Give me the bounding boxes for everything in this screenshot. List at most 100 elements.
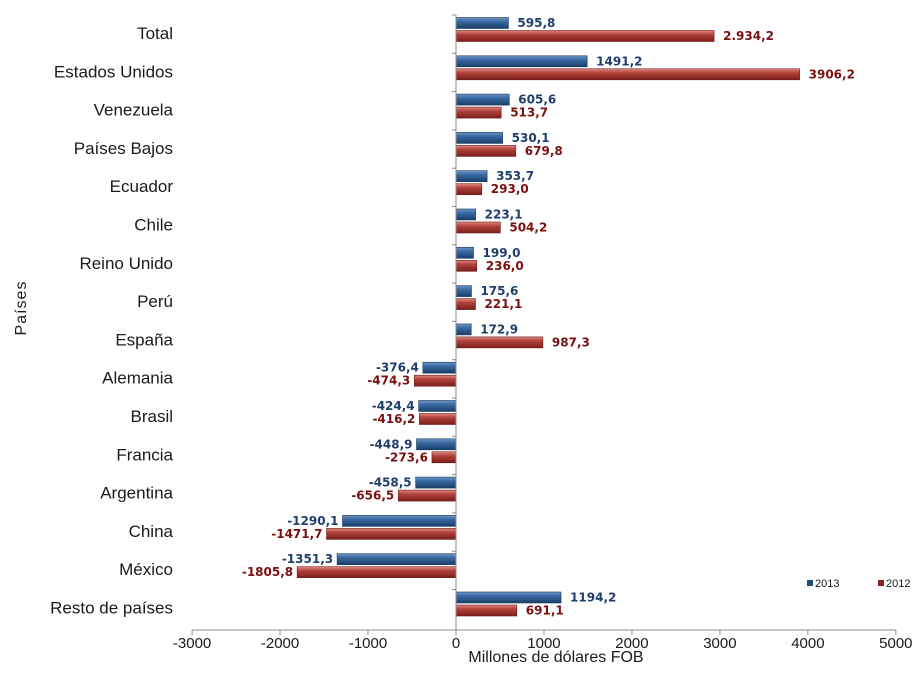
data-label-2012: 3906,2 — [809, 67, 855, 81]
legend: 2013 2012 — [807, 578, 910, 590]
bar-2012 — [455, 68, 800, 81]
category-label: Resto de países — [50, 599, 173, 618]
bar-2012 — [431, 451, 457, 464]
bar-2013 — [455, 17, 509, 29]
data-label-2012: 236,0 — [486, 259, 524, 273]
bar-2012 — [455, 106, 502, 119]
bar-2013 — [422, 361, 457, 374]
category-label: Venezuela — [94, 101, 174, 120]
bar-2012 — [455, 145, 517, 157]
data-label-2012: 2.934,2 — [723, 29, 774, 43]
bar-2013 — [336, 553, 457, 566]
category-label: México — [119, 560, 173, 579]
legend-label-2012: 2012 — [886, 578, 910, 590]
x-tick-label: 1000 — [527, 635, 560, 652]
bar-2012 — [326, 528, 457, 540]
series-2013-bars — [336, 17, 588, 604]
bar-2012 — [455, 298, 476, 310]
data-label-2013: 353,7 — [496, 169, 534, 183]
data-label-2013: 175,6 — [480, 284, 518, 298]
data-label-2012: 221,1 — [484, 297, 522, 311]
bar-2013 — [455, 55, 588, 68]
data-label-2013: -424,4 — [372, 399, 415, 413]
x-axis-ticks: -3000 -2000 -1000 0 1000 2000 3000 4000 5000 — [173, 630, 913, 652]
data-label-2013: -376,4 — [376, 361, 419, 375]
bar-2013 — [455, 247, 474, 259]
series-2012-bars — [296, 30, 800, 617]
data-label-2012: 293,0 — [491, 182, 529, 196]
x-tick-label: 3000 — [703, 635, 736, 652]
category-label: Chile — [134, 216, 173, 235]
bar-2013 — [455, 285, 472, 297]
category-label: España — [115, 330, 173, 349]
bar-2012 — [455, 221, 501, 234]
bar-2012 — [455, 336, 544, 349]
data-label-2013: -448,9 — [370, 437, 413, 451]
data-label-2012: -474,3 — [367, 374, 410, 388]
y-axis-title: Países — [13, 281, 30, 336]
x-tick-label: 0 — [452, 635, 460, 652]
bar-2013 — [342, 515, 457, 527]
x-tick-label: 2000 — [615, 635, 648, 652]
bar-2012 — [413, 374, 457, 387]
data-label-2013: 595,8 — [517, 16, 555, 30]
category-label: Brasil — [130, 407, 173, 426]
data-label-2013: -1351,3 — [282, 552, 333, 566]
bar-2012 — [455, 259, 478, 272]
category-labels: Total Estados Unidos Venezuela Países Bajos… — [50, 14, 456, 618]
data-label-2012: -1471,7 — [271, 527, 322, 541]
bar-2013 — [455, 591, 562, 604]
x-tick-label: 5000 — [879, 635, 912, 652]
data-label-2012: -273,6 — [385, 450, 428, 464]
data-label-2013: 1194,2 — [570, 591, 616, 605]
bar-2013 — [418, 400, 457, 412]
category-label: Estados Unidos — [54, 62, 173, 81]
data-label-2012: -656,5 — [351, 489, 394, 503]
data-label-2013: 530,1 — [512, 131, 550, 145]
bar-2012 — [397, 489, 457, 502]
bar-2012 — [455, 30, 715, 42]
legend-swatch-2012 — [878, 580, 884, 586]
data-label-2012: 987,3 — [552, 335, 590, 349]
bar-2013 — [455, 323, 472, 336]
legend-label-2013: 2013 — [815, 578, 839, 590]
legend-swatch-2013 — [807, 580, 813, 586]
bar-2013 — [455, 132, 503, 144]
x-tick-label: -3000 — [173, 635, 211, 652]
data-label-2013: -458,5 — [369, 476, 412, 490]
data-label-2012: 513,7 — [510, 106, 548, 120]
data-label-2012: -416,2 — [372, 412, 415, 426]
data-label-2013: 199,0 — [483, 246, 521, 260]
category-label: Reino Unido — [79, 254, 173, 273]
x-tick-label: -2000 — [261, 635, 299, 652]
data-label-2012: 679,8 — [525, 144, 563, 158]
bar-2013 — [455, 208, 476, 221]
x-axis-title: Millones de dólares FOB — [468, 649, 643, 666]
category-label: China — [129, 522, 174, 541]
category-label: Perú — [137, 292, 173, 311]
data-label-2012: -1805,8 — [242, 565, 293, 579]
category-label: Ecuador — [110, 177, 174, 196]
bar-2012 — [455, 183, 483, 195]
data-label-2013: 223,1 — [485, 208, 523, 222]
bar-2013 — [415, 476, 457, 489]
bar-2012 — [419, 413, 457, 425]
bar-2013 — [416, 438, 457, 451]
data-label-2013: 605,6 — [518, 93, 556, 107]
category-label: Alemania — [102, 369, 173, 388]
data-label-2013: -1290,1 — [287, 514, 338, 528]
bar-2012 — [455, 604, 518, 617]
data-label-2013: 172,9 — [480, 322, 518, 336]
category-label: Francia — [116, 445, 173, 464]
bar-2012 — [296, 566, 457, 579]
bar-2013 — [455, 93, 510, 106]
category-label: Países Bajos — [74, 139, 173, 158]
bar-2013 — [455, 170, 488, 182]
category-label: Argentina — [100, 484, 173, 503]
data-label-2013: 1491,2 — [596, 54, 642, 68]
x-tick-label: -1000 — [349, 635, 387, 652]
data-label-2012: 691,1 — [526, 604, 564, 618]
x-tick-label: 4000 — [791, 635, 824, 652]
category-label: Total — [137, 24, 173, 43]
